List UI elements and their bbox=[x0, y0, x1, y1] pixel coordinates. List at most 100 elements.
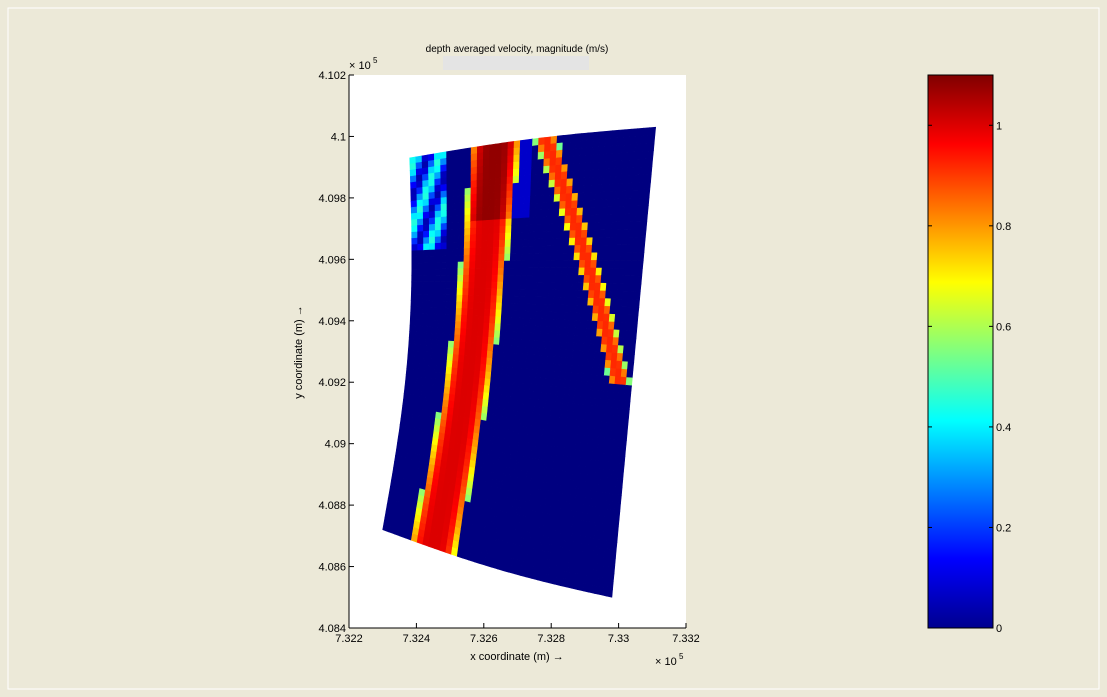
velocity-cell bbox=[547, 194, 555, 203]
velocity-cell bbox=[452, 155, 460, 165]
velocity-cell bbox=[505, 204, 513, 213]
velocity-cell bbox=[543, 165, 551, 175]
y-exponent-label: × 10 5 bbox=[349, 56, 378, 72]
velocity-cell bbox=[587, 222, 595, 231]
velocity-cell bbox=[589, 335, 597, 345]
velocity-cell bbox=[614, 314, 622, 323]
velocity-cell bbox=[452, 182, 460, 191]
velocity-cell bbox=[629, 205, 637, 215]
velocity-cell bbox=[469, 411, 477, 420]
velocity-cell bbox=[484, 295, 492, 304]
velocity-cell bbox=[450, 294, 458, 303]
velocity-cell bbox=[512, 381, 520, 391]
velocity-cell bbox=[463, 254, 471, 263]
velocity-cell bbox=[513, 288, 521, 297]
velocity-cell bbox=[623, 205, 631, 215]
velocity-cell bbox=[636, 127, 644, 137]
velocity-cell bbox=[422, 262, 430, 270]
velocity-cell bbox=[613, 502, 621, 512]
velocity-cell bbox=[549, 165, 557, 174]
velocity-cell bbox=[556, 326, 564, 336]
velocity-cell bbox=[434, 249, 442, 257]
velocity-cell bbox=[518, 303, 526, 312]
velocity-cell bbox=[594, 275, 602, 284]
velocity-cell bbox=[434, 178, 442, 187]
velocity-cell bbox=[548, 274, 556, 283]
velocity-cell bbox=[602, 252, 610, 261]
velocity-cell bbox=[449, 314, 457, 322]
velocity-cell bbox=[571, 192, 579, 202]
velocity-cell bbox=[488, 157, 496, 166]
velocity-cell bbox=[627, 228, 635, 238]
velocity-cell bbox=[577, 581, 585, 592]
velocity-cell bbox=[407, 343, 415, 351]
velocity-cell bbox=[414, 388, 422, 397]
velocity-cell bbox=[566, 267, 574, 276]
velocity-cell bbox=[482, 158, 490, 167]
velocity-cell bbox=[475, 405, 483, 414]
velocity-cell bbox=[505, 218, 513, 227]
velocity-cell bbox=[434, 204, 442, 212]
velocity-cell bbox=[568, 548, 577, 559]
velocity-cell bbox=[605, 406, 613, 416]
velocity-cell bbox=[423, 230, 430, 239]
velocity-cell bbox=[554, 179, 562, 188]
velocity-cell bbox=[600, 578, 608, 589]
velocity-cell bbox=[615, 298, 623, 308]
velocity-cell bbox=[505, 324, 513, 333]
velocity-cell bbox=[410, 181, 418, 190]
svg-text:× 10: × 10 bbox=[349, 60, 371, 72]
velocity-cell bbox=[477, 391, 485, 400]
velocity-cell bbox=[613, 183, 621, 192]
velocity-cell bbox=[623, 337, 631, 347]
velocity-cell bbox=[553, 423, 561, 433]
velocity-cell bbox=[470, 220, 477, 229]
velocity-cell bbox=[558, 371, 566, 381]
velocity-cell bbox=[591, 320, 599, 330]
velocity-cell bbox=[470, 227, 477, 236]
velocity-cell bbox=[445, 281, 453, 289]
velocity-cell bbox=[525, 152, 533, 162]
velocity-cell bbox=[506, 183, 514, 192]
velocity-cell bbox=[452, 228, 460, 237]
velocity-cell bbox=[563, 379, 571, 389]
velocity-cell bbox=[414, 325, 422, 333]
velocity-cell bbox=[527, 238, 535, 247]
velocity-cell bbox=[536, 180, 544, 190]
velocity-cell bbox=[438, 379, 446, 388]
velocity-cell bbox=[591, 553, 599, 563]
velocity-cell bbox=[549, 408, 557, 417]
velocity-cell bbox=[494, 184, 502, 193]
colorbar bbox=[927, 74, 994, 629]
velocity-cell bbox=[410, 187, 418, 196]
velocity-cell bbox=[595, 397, 603, 407]
velocity-cell bbox=[537, 166, 545, 175]
velocity-cell bbox=[475, 349, 483, 358]
velocity-cell bbox=[454, 394, 462, 404]
velocity-cell bbox=[574, 441, 582, 451]
velocity-cell bbox=[526, 346, 534, 356]
velocity-cell bbox=[542, 474, 550, 484]
velocity-cell bbox=[562, 326, 570, 336]
velocity-cell bbox=[458, 148, 466, 157]
velocity-cell bbox=[557, 223, 565, 232]
velocity-cell bbox=[610, 360, 618, 370]
velocity-cell bbox=[517, 210, 525, 219]
velocity-cell bbox=[618, 392, 626, 402]
velocity-cell bbox=[532, 260, 540, 269]
velocity-cell bbox=[552, 311, 559, 320]
velocity-cell bbox=[635, 135, 644, 145]
velocity-cell bbox=[535, 209, 543, 218]
velocity-cell bbox=[601, 507, 609, 518]
velocity-cell bbox=[488, 198, 496, 207]
velocity-cell bbox=[523, 310, 531, 319]
velocity-cell bbox=[590, 169, 599, 178]
velocity-cell bbox=[624, 384, 632, 394]
velocity-cell bbox=[538, 399, 546, 409]
velocity-cell bbox=[575, 215, 584, 224]
velocity-cell bbox=[572, 267, 580, 276]
velocity-cell bbox=[475, 240, 483, 249]
velocity-cell bbox=[469, 261, 476, 269]
y-tick-label: 4.098 bbox=[318, 193, 346, 205]
velocity-cell bbox=[562, 501, 570, 511]
